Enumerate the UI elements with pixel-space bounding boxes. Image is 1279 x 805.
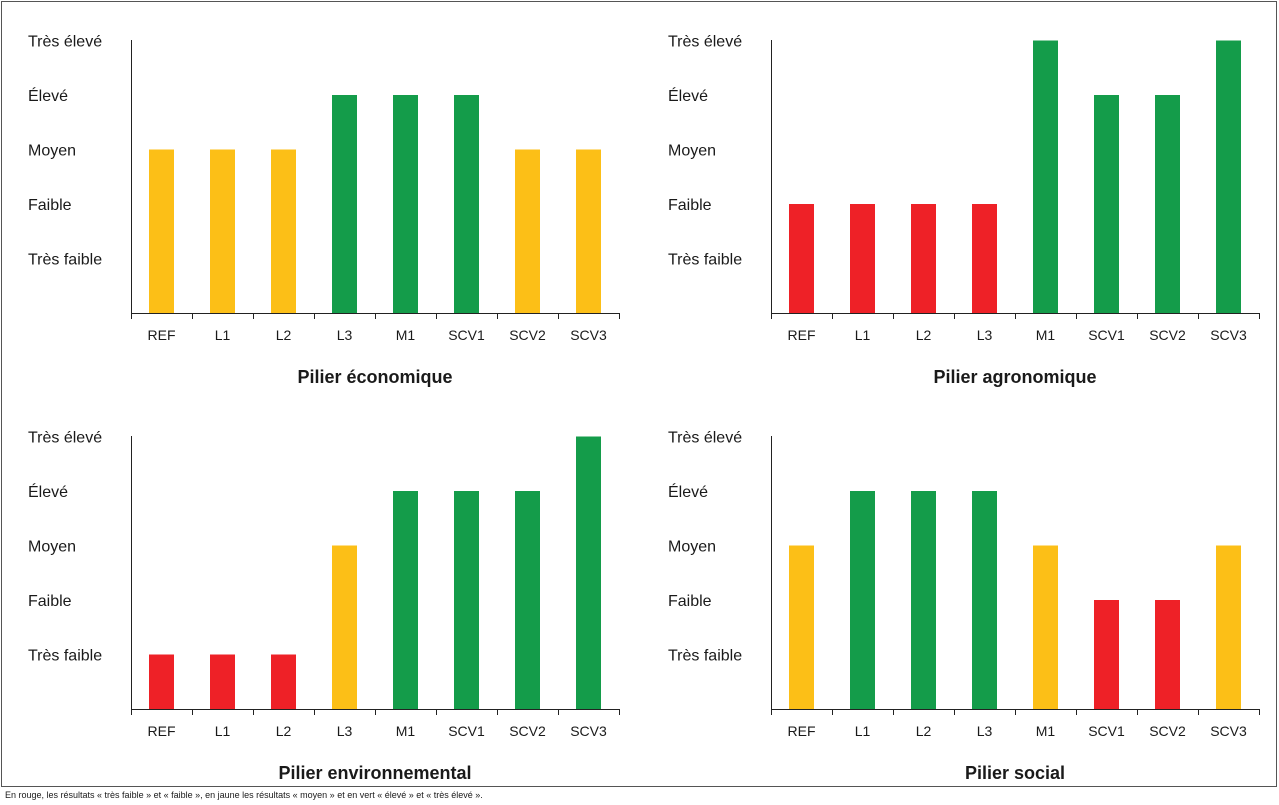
bar-scv1	[454, 95, 479, 313]
bar-scv1	[1094, 600, 1119, 709]
x-tick-label: L1	[855, 723, 871, 739]
x-tick-label: SCV1	[1088, 723, 1125, 739]
y-level-label: Moyen	[668, 539, 716, 556]
bar-m1	[1033, 40, 1058, 313]
y-level-label: Faible	[668, 197, 712, 214]
bar-scv2	[515, 491, 540, 709]
bar-l3	[972, 491, 997, 709]
chart-pilier-social: Très faible Faible Moyen Élevé Très élevé REF…	[668, 430, 1260, 783]
x-tick-label: REF	[788, 723, 816, 739]
bar-l1	[210, 149, 235, 313]
x-tick-label: SCV3	[1210, 327, 1247, 343]
bar-ref	[149, 149, 174, 313]
x-tick-label: SCV3	[570, 723, 607, 739]
x-tick-label: L3	[977, 723, 993, 739]
bar-scv2	[515, 149, 540, 313]
chart-title: Pilier social	[965, 763, 1065, 783]
chart-pilier-environnemental: Très faible Faible Moyen Élevé Très élevé REF…	[28, 430, 620, 783]
bar-scv1	[454, 491, 479, 709]
bar-scv2	[1155, 95, 1180, 313]
bar-l2	[271, 149, 296, 313]
y-level-label: Très faible	[668, 252, 742, 269]
y-level-label: Très faible	[668, 648, 742, 665]
y-level-label: Moyen	[28, 143, 76, 160]
chart-title: Pilier environnemental	[278, 763, 471, 783]
chart-pilier-economique: Très faible Faible Moyen Élevé Très élevé REF…	[28, 34, 620, 387]
bar-l1	[850, 491, 875, 709]
x-tick-label: L1	[215, 327, 231, 343]
chart-title: Pilier agronomique	[933, 367, 1096, 387]
y-level-label: Élevé	[668, 482, 708, 501]
figure-caption: En rouge, les résultats « très faible » …	[5, 790, 483, 800]
x-tick-label: M1	[1036, 723, 1056, 739]
x-tick-label: SCV1	[448, 327, 485, 343]
bar-ref	[789, 545, 814, 709]
x-tick-label: M1	[1036, 327, 1056, 343]
y-level-label: Faible	[28, 593, 72, 610]
bar-l1	[210, 654, 235, 709]
y-level-label: Très élevé	[28, 34, 102, 51]
x-tick-label: L2	[276, 327, 292, 343]
x-tick-label: SCV2	[509, 327, 546, 343]
x-tick-label: SCV2	[509, 723, 546, 739]
x-tick-label: REF	[788, 327, 816, 343]
y-level-label: Très élevé	[668, 34, 742, 51]
bar-scv2	[1155, 600, 1180, 709]
x-tick-label: M1	[396, 327, 416, 343]
bar-scv3	[1216, 40, 1241, 313]
x-tick-label: L3	[337, 327, 353, 343]
x-tick-label: L1	[215, 723, 231, 739]
x-tick-label: L2	[916, 723, 932, 739]
bar-ref	[149, 654, 174, 709]
x-tick-label: L1	[855, 327, 871, 343]
y-level-label: Moyen	[28, 539, 76, 556]
x-tick-label: M1	[396, 723, 416, 739]
x-tick-label: SCV3	[570, 327, 607, 343]
x-tick-label: L2	[276, 723, 292, 739]
x-tick-label: SCV1	[1088, 327, 1125, 343]
bar-m1	[393, 95, 418, 313]
y-level-label: Élevé	[28, 86, 68, 105]
y-level-label: Faible	[28, 197, 72, 214]
x-tick-label: REF	[148, 723, 176, 739]
x-tick-label: REF	[148, 327, 176, 343]
bar-ref	[789, 204, 814, 313]
bar-scv3	[576, 149, 601, 313]
y-level-label: Moyen	[668, 143, 716, 160]
bar-m1	[393, 491, 418, 709]
bar-l3	[332, 545, 357, 709]
chart-title: Pilier économique	[297, 367, 452, 387]
x-tick-label: SCV3	[1210, 723, 1247, 739]
x-tick-label: L3	[977, 327, 993, 343]
y-level-label: Très élevé	[668, 430, 742, 447]
bar-scv3	[576, 436, 601, 709]
bar-scv3	[1216, 545, 1241, 709]
y-level-label: Élevé	[668, 86, 708, 105]
y-level-label: Très élevé	[28, 430, 102, 447]
bar-l2	[911, 491, 936, 709]
x-tick-label: L3	[337, 723, 353, 739]
bar-l3	[972, 204, 997, 313]
x-tick-label: SCV1	[448, 723, 485, 739]
x-tick-label: SCV2	[1149, 723, 1186, 739]
y-level-label: Faible	[668, 593, 712, 610]
x-tick-label: SCV2	[1149, 327, 1186, 343]
bar-l2	[271, 654, 296, 709]
bar-scv1	[1094, 95, 1119, 313]
x-tick-label: L2	[916, 327, 932, 343]
y-level-label: Très faible	[28, 648, 102, 665]
bar-l3	[332, 95, 357, 313]
bar-l2	[911, 204, 936, 313]
y-level-label: Très faible	[28, 252, 102, 269]
bar-l1	[850, 204, 875, 313]
bar-m1	[1033, 545, 1058, 709]
chart-pilier-agronomique: Très faible Faible Moyen Élevé Très élevé REF…	[668, 34, 1260, 387]
y-level-label: Élevé	[28, 482, 68, 501]
